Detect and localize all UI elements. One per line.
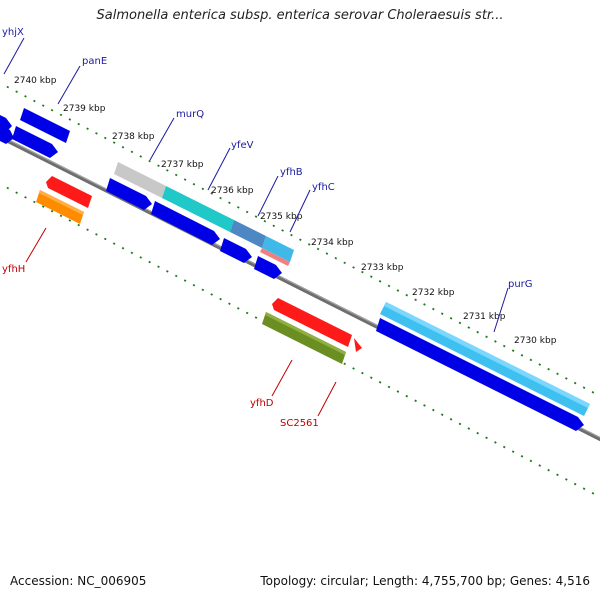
kbp-label: 2738 kbp <box>112 132 155 142</box>
gene-label-yfhH[interactable]: yfhH <box>2 264 25 275</box>
gene-label-yfhC[interactable]: yfhC <box>312 182 335 193</box>
gene-yfhD-block[interactable] <box>272 298 352 347</box>
kbp-label: 2733 kbp <box>361 263 404 273</box>
kbp-labels: 2740 kbp 2739 kbp 2738 kbp 2737 kbp 2736… <box>14 76 557 346</box>
gene-label-yfhB[interactable]: yfhB <box>280 167 303 178</box>
gene-label-murQ[interactable]: murQ <box>176 109 204 120</box>
gene-panE-block[interactable] <box>20 108 70 143</box>
kbp-label: 2735 kbp <box>260 212 303 222</box>
forward-features <box>0 108 590 416</box>
kbp-label: 2740 kbp <box>14 76 57 86</box>
reverse-gene-labels: yfhH yfhD SC2561 <box>2 264 319 429</box>
kbp-label: 2731 kbp <box>463 312 506 322</box>
reverse-label-leaders <box>25 227 337 417</box>
gene-SC2561-block[interactable] <box>262 312 346 364</box>
genome-stats-text: Topology: circular; Length: 4,755,700 bp… <box>260 574 590 588</box>
kbp-label: 2734 kbp <box>311 238 354 248</box>
gene-label-SC2561[interactable]: SC2561 <box>280 418 319 429</box>
map-title: Salmonella enterica subsp. enterica sero… <box>96 8 504 23</box>
kbp-label: 2732 kbp <box>412 288 455 298</box>
gene-yfeV-block[interactable] <box>162 186 234 232</box>
gene-yfhC-block[interactable] <box>262 236 294 262</box>
gene-label-purG[interactable]: purG <box>508 279 533 290</box>
kbp-label: 2737 kbp <box>161 160 204 170</box>
kbp-label: 2736 kbp <box>211 186 254 196</box>
forward-inner-features <box>0 125 584 431</box>
gene-yfhH-block[interactable] <box>46 176 92 208</box>
gene-label-yfeV[interactable]: yfeV <box>231 140 254 151</box>
gene-label-yhjX[interactable]: yhjX <box>2 27 24 38</box>
forward-label-leaders <box>3 37 509 333</box>
gene-label-yfhD[interactable]: yfhD <box>250 398 274 409</box>
outer-tick-track <box>0 82 600 397</box>
kbp-label: 2739 kbp <box>63 104 106 114</box>
accession-text: Accession: NC_006905 <box>10 574 147 588</box>
reverse-features <box>36 176 362 364</box>
gene-label-panE[interactable]: panE <box>82 56 107 67</box>
gene-purG-block[interactable] <box>380 302 590 416</box>
forward-gene-labels: yhjX panE murQ yfeV yfhB yfhC purG <box>2 27 533 290</box>
gene-murQ-block[interactable] <box>114 162 166 198</box>
kbp-label: 2730 kbp <box>514 336 557 346</box>
gene-yfhB-block[interactable] <box>230 220 266 248</box>
